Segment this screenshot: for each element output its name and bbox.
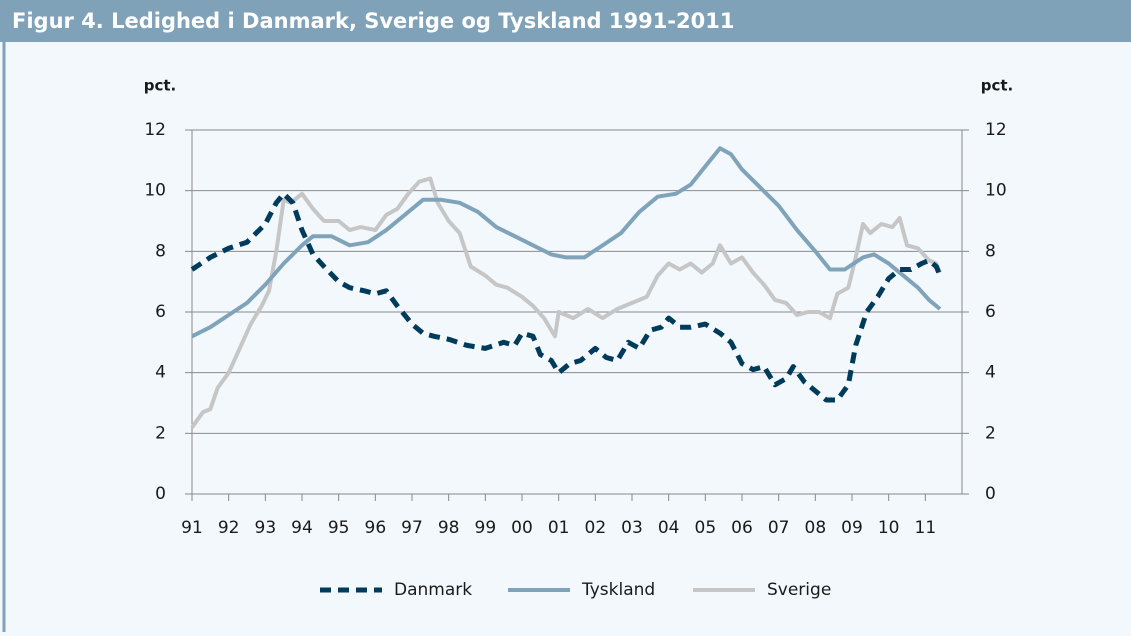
x-tick-label: 96	[365, 518, 387, 538]
y2-tick-label: 4	[985, 363, 996, 383]
series-line	[191, 146, 942, 339]
x-tick-label: 97	[401, 518, 423, 538]
x-tick-label: 95	[328, 518, 350, 538]
series-line	[190, 191, 943, 403]
x-tick-label: 99	[475, 518, 497, 538]
x-tick-label: 06	[731, 518, 753, 538]
y2-tick-label: 0	[985, 484, 996, 504]
x-tick-label: 10	[878, 518, 900, 538]
y2-tick-label: 8	[985, 241, 996, 261]
y2-tick-label: 12	[985, 120, 1007, 140]
y-tick-label: 0	[155, 484, 166, 504]
y-tick-label: 12	[144, 120, 166, 140]
header-bar	[0, 0, 1131, 42]
y-tick-label: 10	[144, 181, 166, 201]
series-line	[190, 176, 942, 429]
chart-title: Figur 4. Ledighed i Danmark, Sverige og …	[12, 9, 734, 33]
y2-tick-label: 2	[985, 423, 996, 443]
y2-tick-label: 6	[985, 302, 996, 322]
x-tick-label: 11	[915, 518, 937, 538]
x-tick-label: 98	[438, 518, 460, 538]
x-tick-label: 05	[695, 518, 717, 538]
x-tick-label: 02	[585, 518, 607, 538]
x-tick-label: 03	[621, 518, 643, 538]
x-tick-label: 91	[181, 518, 203, 538]
x-tick-label: 00	[511, 518, 533, 538]
x-tick-label: 04	[658, 518, 680, 538]
x-tick-label: 94	[291, 518, 313, 538]
y-axis-label: pct.	[144, 77, 177, 95]
x-tick-label: 08	[805, 518, 827, 538]
x-tick-label: 92	[218, 518, 240, 538]
y-tick-label: 6	[155, 302, 166, 322]
x-tick-label: 93	[255, 518, 277, 538]
legend-label: Sverige	[767, 580, 831, 600]
legend-label: Danmark	[394, 580, 472, 600]
x-tick-label: 07	[768, 518, 790, 538]
legend-label: Tyskland	[581, 580, 655, 600]
y-tick-label: 8	[155, 241, 166, 261]
x-tick-label: 09	[841, 518, 863, 538]
x-tick-label: 01	[548, 518, 570, 538]
y-tick-label: 2	[155, 423, 166, 443]
y2-tick-label: 10	[985, 181, 1007, 201]
y-tick-label: 4	[155, 363, 166, 383]
y2-axis-label: pct.	[981, 77, 1014, 95]
